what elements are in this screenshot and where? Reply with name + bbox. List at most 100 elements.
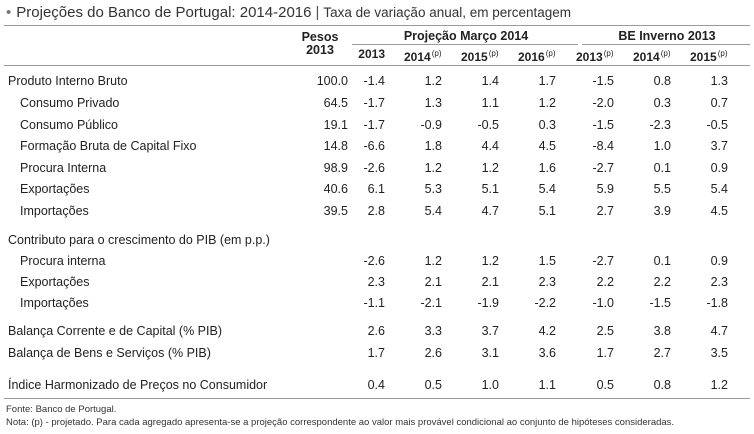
row-label: Contributo para o crescimento do PIB (em… — [8, 233, 270, 247]
row-label: Balança de Bens e Serviços (% PIB) — [8, 346, 211, 360]
group-header-winter: BE Inverno 2013 — [618, 29, 716, 43]
table-cell: 2.2 — [653, 275, 671, 289]
table-cell: 2.8 — [367, 204, 385, 218]
table-cell: 1.1 — [538, 378, 556, 392]
table-cell: 1.2 — [424, 74, 442, 88]
table-cell: 1.4 — [481, 74, 499, 88]
table-cell: -8.4 — [592, 139, 614, 153]
table-cell: 1.6 — [538, 161, 556, 175]
table-cell: 2.5 — [596, 324, 614, 338]
table-cell: 3.3 — [424, 324, 442, 338]
group-rule-projection — [352, 44, 578, 45]
row-weight: 64.5 — [323, 96, 348, 110]
table-cell: 1.7 — [367, 346, 385, 360]
table-cell: 0.1 — [653, 161, 671, 175]
bottom-rule — [4, 398, 750, 399]
table-cell: -1.5 — [649, 296, 671, 310]
table-cell: -1.1 — [363, 296, 385, 310]
row-label: Balança Corrente e de Capital (% PIB) — [8, 324, 222, 338]
table-cell: 0.8 — [653, 74, 671, 88]
table-cell: -2.6 — [363, 161, 385, 175]
table-cell: 5.4 — [538, 182, 556, 196]
year-projected-marker: (p) — [660, 49, 671, 58]
title-bullet: • — [6, 4, 12, 21]
table-cell: 3.5 — [710, 346, 728, 360]
row-weight: 40.6 — [323, 182, 348, 196]
year-header-5: 2014(p) — [621, 46, 695, 65]
table-cell: 1.0 — [653, 139, 671, 153]
year-label: 2013 — [358, 47, 385, 61]
table-cell: 1.2 — [481, 161, 499, 175]
table-cell: 5.3 — [424, 182, 442, 196]
row-label: Produto Interno Bruto — [8, 74, 128, 88]
row-weight: 100.0 — [316, 74, 348, 88]
table-cell: 5.1 — [538, 204, 556, 218]
table-cell: 3.1 — [481, 346, 499, 360]
table-cell: 1.0 — [481, 378, 499, 392]
table-cell: 2.7 — [653, 346, 671, 360]
table-cell: 3.9 — [653, 204, 671, 218]
table-cell: -1.8 — [706, 296, 728, 310]
row-label: Importações — [20, 204, 89, 218]
table-cell: 1.2 — [710, 378, 728, 392]
table-cell: 6.1 — [367, 182, 385, 196]
table-cell: 0.7 — [710, 96, 728, 110]
year-projected-marker: (p) — [488, 49, 499, 58]
table-cell: 1.3 — [424, 96, 442, 110]
table-cell: 5.4 — [424, 204, 442, 218]
year-projected-marker: (p) — [603, 49, 614, 58]
row-weight: 39.5 — [323, 204, 348, 218]
table-cell: 0.4 — [367, 378, 385, 392]
table-cell: 4.4 — [481, 139, 499, 153]
table-cell: 0.8 — [653, 378, 671, 392]
table-cell: 5.4 — [710, 182, 728, 196]
row-label: Exportações — [20, 182, 90, 196]
table-cell: 1.2 — [424, 161, 442, 175]
table-cell: 0.3 — [538, 118, 556, 132]
table-cell: 2.7 — [596, 204, 614, 218]
title-main: Projeções do Banco de Portugal: 2014-201… — [16, 4, 312, 21]
group-rule-winter — [582, 44, 750, 45]
table-cell: 0.5 — [424, 378, 442, 392]
table-cell: 1.8 — [424, 139, 442, 153]
footer-note: Nota: (p) - projetado. Para cada agregad… — [6, 417, 675, 428]
year-header-6: 2015(p) — [678, 46, 752, 65]
table-cell: -1.4 — [363, 74, 385, 88]
table-cell: 2.3 — [367, 275, 385, 289]
title-subtitle: Taxa de variação anual, em percentagem — [323, 5, 572, 20]
table-cell: 3.7 — [481, 324, 499, 338]
page-title: • Projeções do Banco de Portugal: 2014-20… — [6, 3, 571, 25]
row-label: Exportações — [20, 275, 90, 289]
table-cell: 5.9 — [596, 182, 614, 196]
table-cell: 2.3 — [538, 275, 556, 289]
year-header-3: 2016(p) — [506, 46, 580, 65]
table-cell: 3.6 — [538, 346, 556, 360]
table-cell: 0.9 — [710, 161, 728, 175]
table-cell: -1.0 — [592, 296, 614, 310]
table-cell: -2.1 — [420, 296, 442, 310]
year-label: 2016 — [518, 50, 545, 64]
year-label: 2014 — [633, 50, 660, 64]
table-cell: 0.3 — [653, 96, 671, 110]
table-cell: 1.5 — [538, 254, 556, 268]
table-cell: -2.0 — [592, 96, 614, 110]
row-label: Formação Bruta de Capital Fixo — [20, 139, 197, 153]
row-label: Importações — [20, 296, 89, 310]
table-cell: -0.9 — [420, 118, 442, 132]
year-projected-marker: (p) — [545, 49, 556, 58]
table-cell: -1.7 — [363, 96, 385, 110]
year-header-2: 2015(p) — [449, 46, 523, 65]
header-rule — [4, 65, 750, 66]
table-cell: -2.6 — [363, 254, 385, 268]
year-projected-marker: (p) — [717, 49, 728, 58]
table-cell: 2.3 — [710, 275, 728, 289]
table-cell: 3.8 — [653, 324, 671, 338]
title-separator: | — [315, 4, 320, 21]
table-cell: 0.9 — [710, 254, 728, 268]
table-cell: 1.2 — [424, 254, 442, 268]
table-cell: 4.5 — [538, 139, 556, 153]
table-cell: 4.2 — [538, 324, 556, 338]
row-label: Procura Interna — [20, 161, 107, 175]
row-weight: 19.1 — [323, 118, 348, 132]
table-cell: 5.1 — [481, 182, 499, 196]
